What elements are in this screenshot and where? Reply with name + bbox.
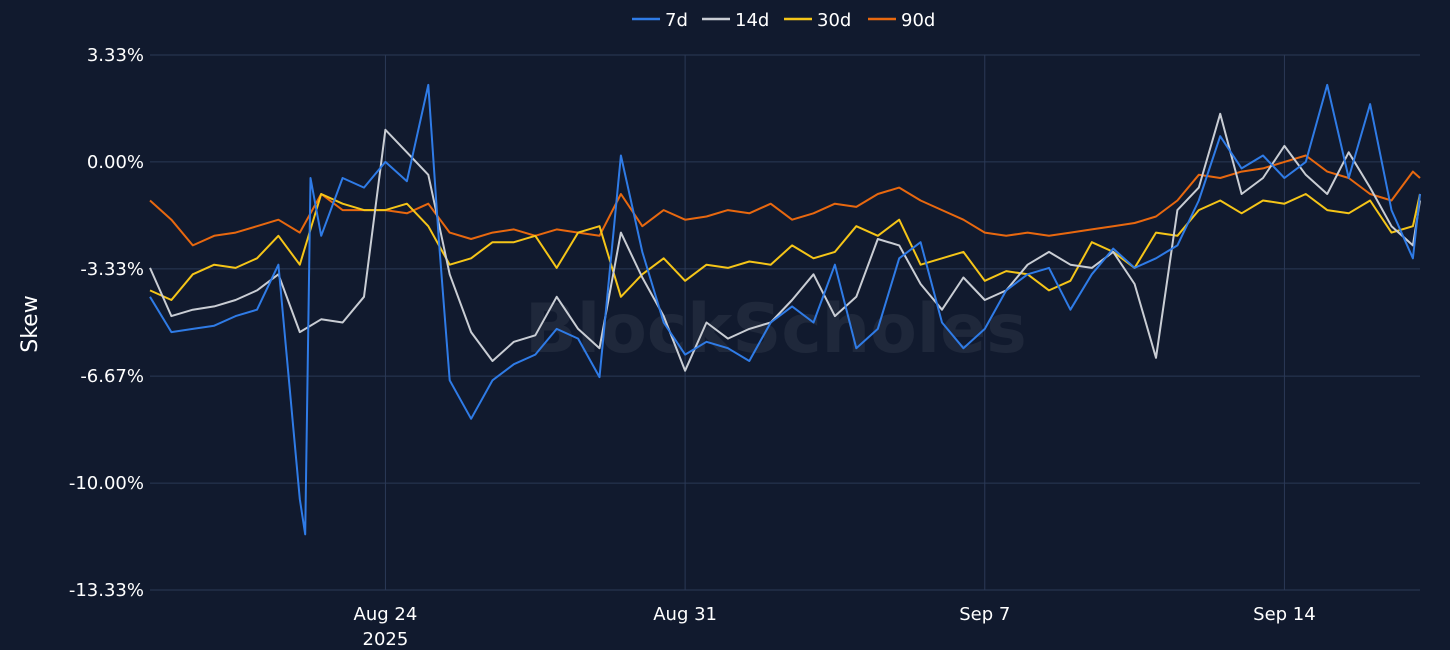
y-axis-ticks: 3.33% 0.00% -3.33% -6.67% -10.00% -13.33% xyxy=(69,45,144,601)
watermark: BlockScholes xyxy=(525,290,1027,369)
grid xyxy=(150,54,1420,591)
x-axis-ticks: Aug 24 2025 Aug 31 Sep 7 Sep 14 xyxy=(354,604,1316,650)
legend[interactable]: 7d 14d 30d 90d xyxy=(632,10,935,31)
legend-label: 14d xyxy=(735,10,769,31)
y-tick-label: -13.33% xyxy=(69,580,144,601)
y-tick-label: 0.00% xyxy=(87,152,144,173)
y-tick-label: -6.67% xyxy=(80,366,144,387)
series-lines xyxy=(149,83,1421,536)
x-tick-label: Aug 31 xyxy=(653,604,717,625)
x-tick-year-label: 2025 xyxy=(363,629,409,650)
legend-item-90d[interactable]: 90d xyxy=(868,10,935,31)
legend-item-14d[interactable]: 14d xyxy=(702,10,769,31)
x-tick-label: Aug 24 xyxy=(354,604,418,625)
y-tick-label: 3.33% xyxy=(87,45,144,66)
legend-label: 30d xyxy=(817,10,851,31)
legend-item-7d[interactable]: 7d xyxy=(632,10,688,31)
x-tick-label: Sep 14 xyxy=(1253,604,1316,625)
y-axis-title: Skew xyxy=(18,295,43,352)
series-line-7d xyxy=(149,83,1421,536)
x-tick-label: Sep 7 xyxy=(959,604,1010,625)
series-line-14d xyxy=(149,112,1421,372)
legend-label: 90d xyxy=(901,10,935,31)
legend-item-30d[interactable]: 30d xyxy=(784,10,851,31)
y-tick-label: -3.33% xyxy=(80,259,144,280)
series-line-30d xyxy=(149,193,1421,301)
legend-label: 7d xyxy=(665,10,688,31)
y-tick-label: -10.00% xyxy=(69,473,144,494)
